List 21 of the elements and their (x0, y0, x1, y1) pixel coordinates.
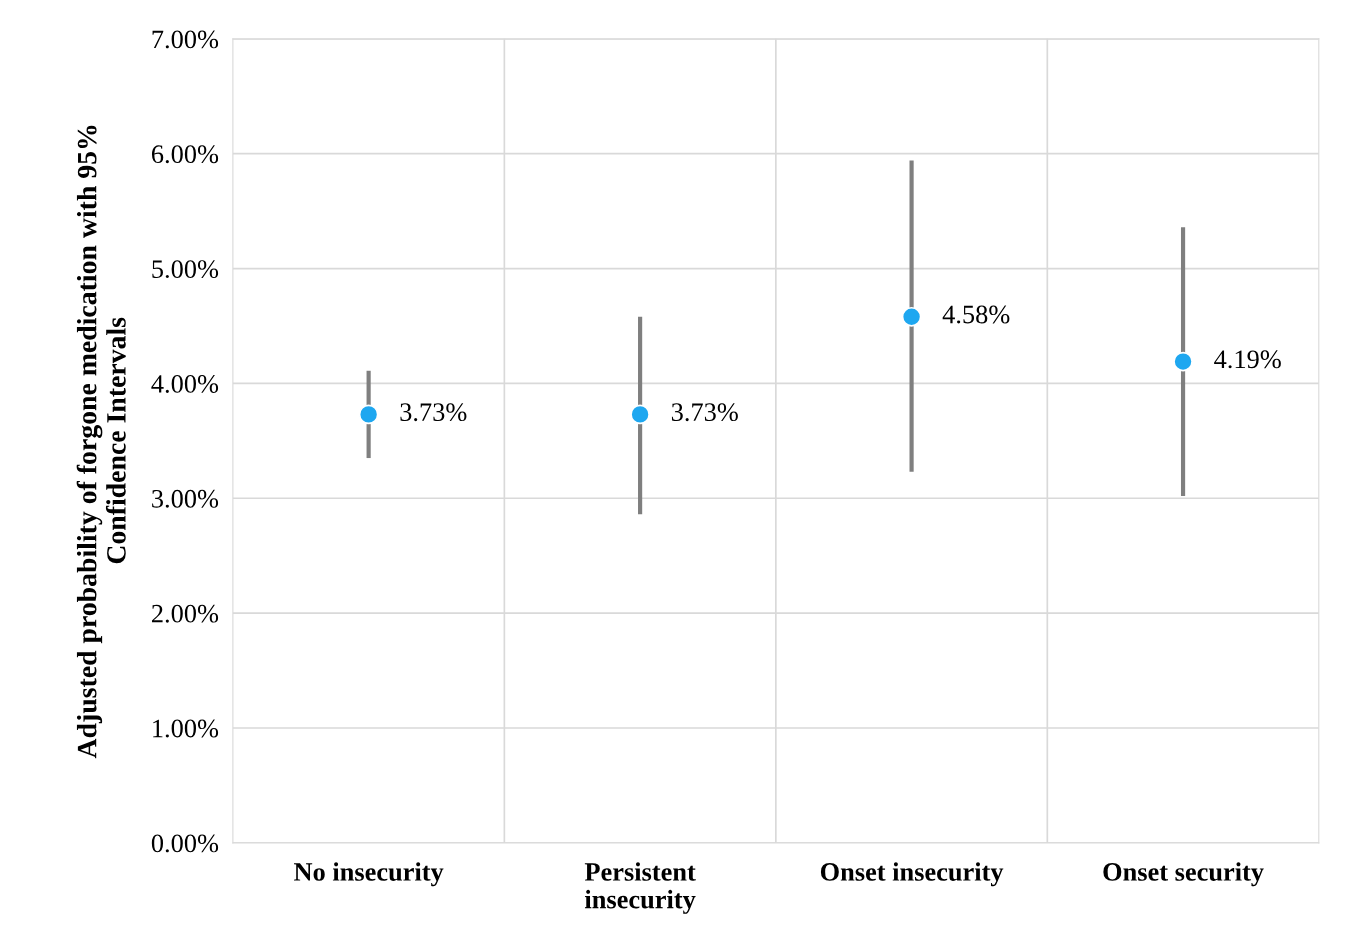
y-tick-label: 7.00% (152, 30, 219, 49)
y-tick-label: 1.00% (153, 719, 219, 738)
data-label: 4.19% (1214, 350, 1281, 369)
x-tick-label: Onset security (1103, 862, 1264, 887)
y-tick-label: 3.00% (152, 489, 219, 508)
y-tick-label: 5.00% (152, 260, 219, 279)
point (358, 404, 379, 425)
x-tick-label: Onset insecurity (820, 862, 1004, 887)
y-tick-label: 0.00% (151, 834, 219, 853)
y-tick-label: 6.00% (151, 145, 219, 164)
data-label: 4.58% (942, 305, 1010, 324)
point (901, 306, 922, 327)
point (630, 404, 650, 425)
x-tick-label: No insecurity (294, 862, 444, 887)
x-tick-label: Persistent insecurity (584, 862, 696, 914)
data-label: 3.73% (400, 403, 467, 422)
y-tick-label: 4.00% (151, 375, 219, 393)
data-label: 3.73% (671, 403, 738, 422)
y-tick-label: 2.00% (152, 604, 219, 623)
y-axis-title: Adjusted probability of forgone medication with 95% Confidence Intervals (76, 125, 126, 759)
point (1173, 351, 1193, 372)
